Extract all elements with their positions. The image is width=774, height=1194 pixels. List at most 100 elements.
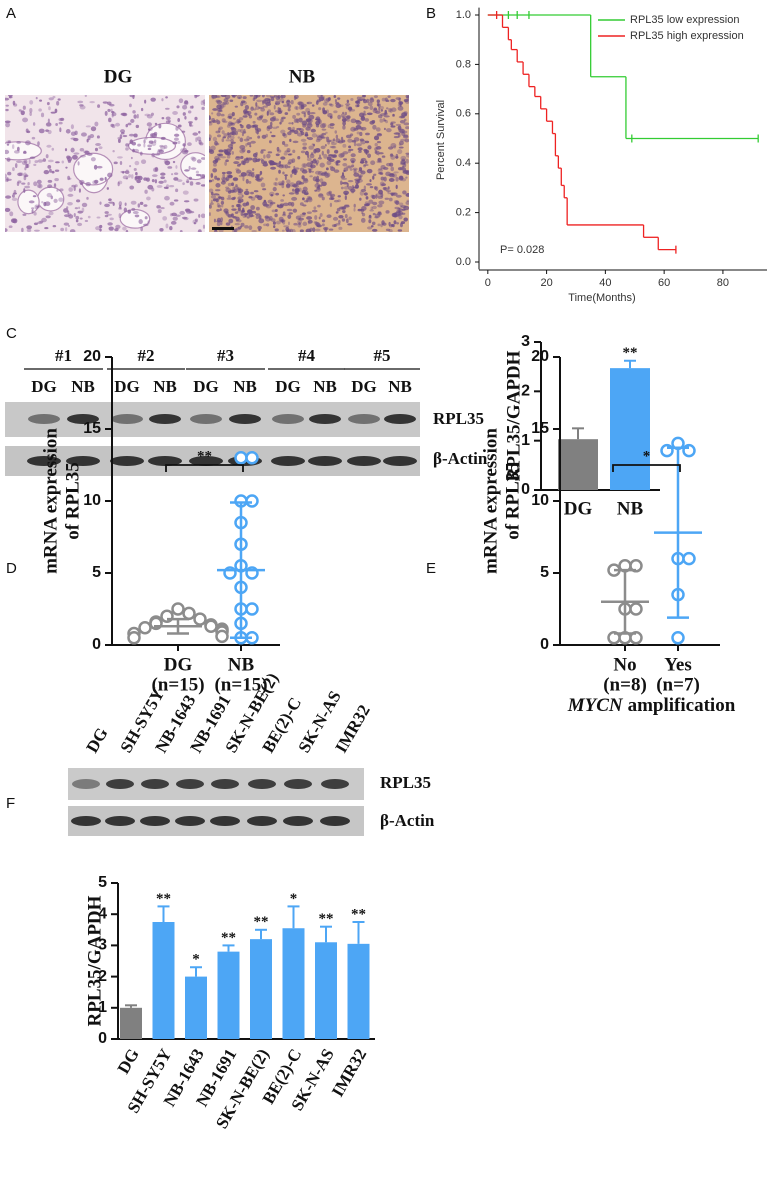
nucleus: [319, 213, 323, 218]
nucleus: [266, 223, 270, 227]
nucleus: [230, 131, 235, 135]
nucleus: [141, 159, 147, 165]
nucleus: [161, 116, 165, 120]
nucleus: [8, 95, 13, 97]
nucleus: [226, 148, 232, 153]
nucleus: [148, 126, 153, 132]
nucleus: [283, 143, 289, 147]
nucleus: [308, 196, 312, 201]
nucleus: [6, 177, 9, 182]
nucleus: [393, 220, 397, 225]
nucleus: [239, 148, 245, 154]
nucleus: [365, 132, 370, 136]
x-tick-label: DG: [114, 1045, 143, 1077]
nucleus: [326, 160, 332, 166]
nucleus: [395, 155, 399, 159]
nucleus: [108, 201, 115, 204]
nucleus: [52, 95, 56, 99]
nucleus: [311, 159, 318, 164]
nucleus: [351, 191, 355, 194]
nucleus: [258, 214, 262, 220]
nucleus: [255, 214, 260, 220]
nucleus: [33, 163, 37, 167]
nucleus: [211, 112, 214, 115]
nucleus: [104, 176, 107, 181]
nucleus: [209, 117, 212, 120]
nucleus: [298, 222, 301, 226]
nucleus: [370, 225, 374, 228]
nucleus: [117, 156, 123, 159]
nucleus: [276, 146, 280, 152]
nucleus: [372, 212, 376, 216]
significance: **: [221, 930, 236, 946]
nucleus: [319, 162, 325, 168]
nucleus: [125, 143, 130, 147]
nucleus: [231, 95, 235, 98]
nucleus: [238, 198, 241, 201]
nucleus: [110, 108, 113, 113]
nucleus: [172, 111, 178, 115]
nucleus: [307, 219, 313, 224]
nucleus: [191, 157, 197, 162]
x-tick-sublabel: (n=15): [214, 674, 267, 695]
nucleus: [336, 160, 341, 163]
nucleus: [346, 218, 349, 224]
nucleus: [350, 118, 357, 124]
nucleus: [265, 204, 272, 209]
nucleus: [368, 219, 372, 224]
blot-band: [229, 414, 261, 424]
nucleus: [330, 166, 336, 172]
nucleus: [63, 214, 70, 218]
nucleus: [162, 216, 168, 221]
nucleus: [155, 166, 158, 171]
nucleus: [5, 122, 10, 128]
nucleus: [12, 167, 15, 172]
nucleus: [281, 229, 285, 232]
nucleus: [401, 130, 408, 134]
nucleus: [215, 130, 221, 134]
nucleus: [369, 179, 372, 183]
nucleus: [46, 102, 50, 106]
nucleus: [373, 95, 378, 99]
lumen: [180, 152, 205, 181]
nucleus: [342, 111, 345, 115]
nucleus: [255, 102, 258, 107]
nucleus: [309, 227, 314, 232]
nucleus: [250, 106, 254, 110]
nucleus: [225, 159, 229, 163]
nucleus: [398, 175, 404, 181]
nucleus: [257, 195, 263, 201]
nucleus: [249, 95, 254, 97]
nucleus: [253, 108, 257, 111]
bar: [558, 439, 598, 490]
nucleus: [363, 185, 367, 190]
blot-band: [383, 456, 417, 466]
nucleus: [250, 140, 256, 144]
nucleus: [369, 209, 374, 212]
nucleus: [175, 165, 178, 169]
nucleus: [5, 195, 12, 199]
nucleus: [308, 114, 315, 120]
blot-lane: DG: [275, 377, 301, 396]
nucleus: [97, 104, 101, 108]
nucleus: [129, 185, 135, 190]
nucleus: [147, 144, 152, 148]
nucleus: [89, 101, 95, 104]
nucleus: [107, 108, 111, 112]
nucleus: [132, 211, 139, 215]
nucleus: [402, 190, 407, 195]
nucleus: [307, 167, 313, 171]
nucleus: [120, 132, 124, 135]
nucleus: [289, 138, 292, 142]
nucleus: [274, 228, 279, 232]
nucleus: [109, 217, 114, 221]
nucleus: [371, 221, 376, 226]
nucleus: [338, 215, 344, 219]
nucleus: [6, 143, 10, 146]
nucleus: [133, 114, 137, 119]
nucleus: [374, 186, 377, 190]
nucleus: [132, 110, 136, 114]
nucleus: [281, 116, 286, 120]
nucleus: [165, 107, 170, 110]
nucleus: [368, 215, 372, 220]
